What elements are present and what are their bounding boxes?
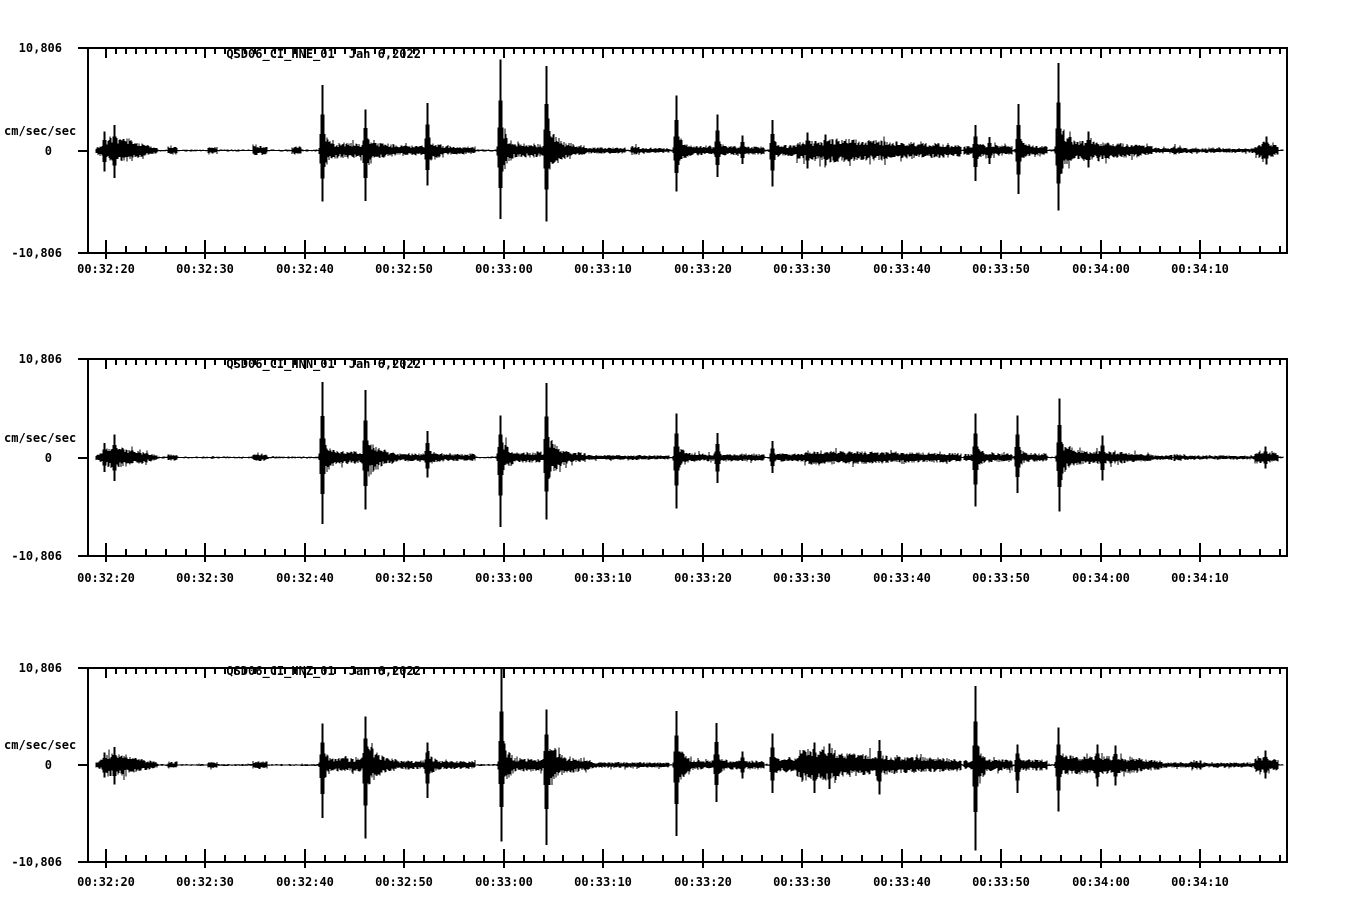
y-zero-label: 0 — [44, 143, 52, 158]
time-tick-label: 00:34:10 — [1171, 571, 1229, 585]
y-min-label: -10,806 — [11, 549, 62, 563]
time-tick-label: 00:32:50 — [375, 875, 433, 889]
date-label: Jan 6,2022 — [348, 357, 421, 371]
time-tick-label: 00:33:50 — [972, 262, 1030, 276]
time-tick-label: 00:33:20 — [674, 875, 732, 889]
date-label: Jan 6,2022 — [348, 664, 421, 678]
time-tick-label: 00:33:40 — [873, 571, 931, 585]
y-max-label: 10,806 — [18, 352, 62, 366]
time-tick-label: 00:33:50 — [972, 875, 1030, 889]
y-max-label: 10,806 — [18, 41, 62, 55]
time-tick-label: 00:34:00 — [1072, 875, 1130, 889]
time-tick-label: 00:32:40 — [276, 262, 334, 276]
time-tick-label: 00:33:30 — [773, 875, 831, 889]
time-tick-label: 00:34:00 — [1072, 571, 1130, 585]
time-tick-label: 00:33:30 — [773, 262, 831, 276]
time-tick-label: 00:32:30 — [176, 262, 234, 276]
time-tick-label: 00:33:00 — [475, 571, 533, 585]
time-tick-label: 00:34:00 — [1072, 262, 1130, 276]
y-zero-label: 0 — [44, 758, 52, 772]
time-tick-label: 00:32:40 — [276, 875, 334, 889]
time-tick-label: 00:34:10 — [1171, 875, 1229, 889]
time-tick-label: 00:33:00 — [475, 875, 533, 889]
y-min-label: -10,806 — [11, 855, 62, 869]
time-tick-label: 00:33:30 — [773, 571, 831, 585]
time-tick-label: 00:32:30 — [176, 571, 234, 585]
time-tick-label: 00:33:20 — [674, 262, 732, 276]
y-min-label: -10,806 — [11, 246, 62, 260]
time-tick-label: 00:32:50 — [375, 262, 433, 276]
time-tick-label: 00:33:20 — [674, 571, 732, 585]
time-tick-label: 00:33:40 — [873, 262, 931, 276]
time-tick-label: 00:33:10 — [574, 875, 632, 889]
y-units-label: cm/sec/sec — [4, 123, 77, 138]
time-tick-label: 00:33:10 — [574, 262, 632, 276]
time-tick-label: 00:32:50 — [375, 571, 433, 585]
time-tick-label: 00:32:30 — [176, 875, 234, 889]
time-tick-label: 00:32:40 — [276, 571, 334, 585]
y-zero-label: 0 — [44, 450, 52, 465]
time-tick-label: 00:33:00 — [475, 262, 533, 276]
time-tick-label: 00:33:50 — [972, 571, 1030, 585]
time-tick-label: 00:34:10 — [1171, 262, 1229, 276]
time-tick-label: 00:32:20 — [77, 571, 135, 585]
time-tick-label: 00:32:20 — [77, 875, 135, 889]
time-tick-label: 00:32:20 — [77, 262, 135, 276]
time-tick-label: 00:33:10 — [574, 571, 632, 585]
y-units-label: cm/sec/sec — [4, 738, 77, 752]
date-label: Jan 6,2022 — [348, 47, 421, 61]
y-max-label: 10,806 — [18, 661, 62, 675]
station-channel-label: QSD06_CI_HNN_01 — [226, 357, 335, 371]
panel-title: QSD06_CI_HNZ_01 Jan 6,2022 — [183, 650, 421, 692]
panel-title: QSD06_CI_HNN_01 Jan 6,2022 — [183, 343, 421, 385]
station-channel-label: QSD06_CI_HNZ_01 — [226, 664, 335, 678]
panel-title: QSD06_CI_HNE_01 Jan 6,2022 — [183, 33, 421, 75]
y-units-label: cm/sec/sec — [4, 430, 77, 445]
station-channel-label: QSD06_CI_HNE_01 — [226, 47, 335, 61]
time-tick-label: 00:33:40 — [873, 875, 931, 889]
